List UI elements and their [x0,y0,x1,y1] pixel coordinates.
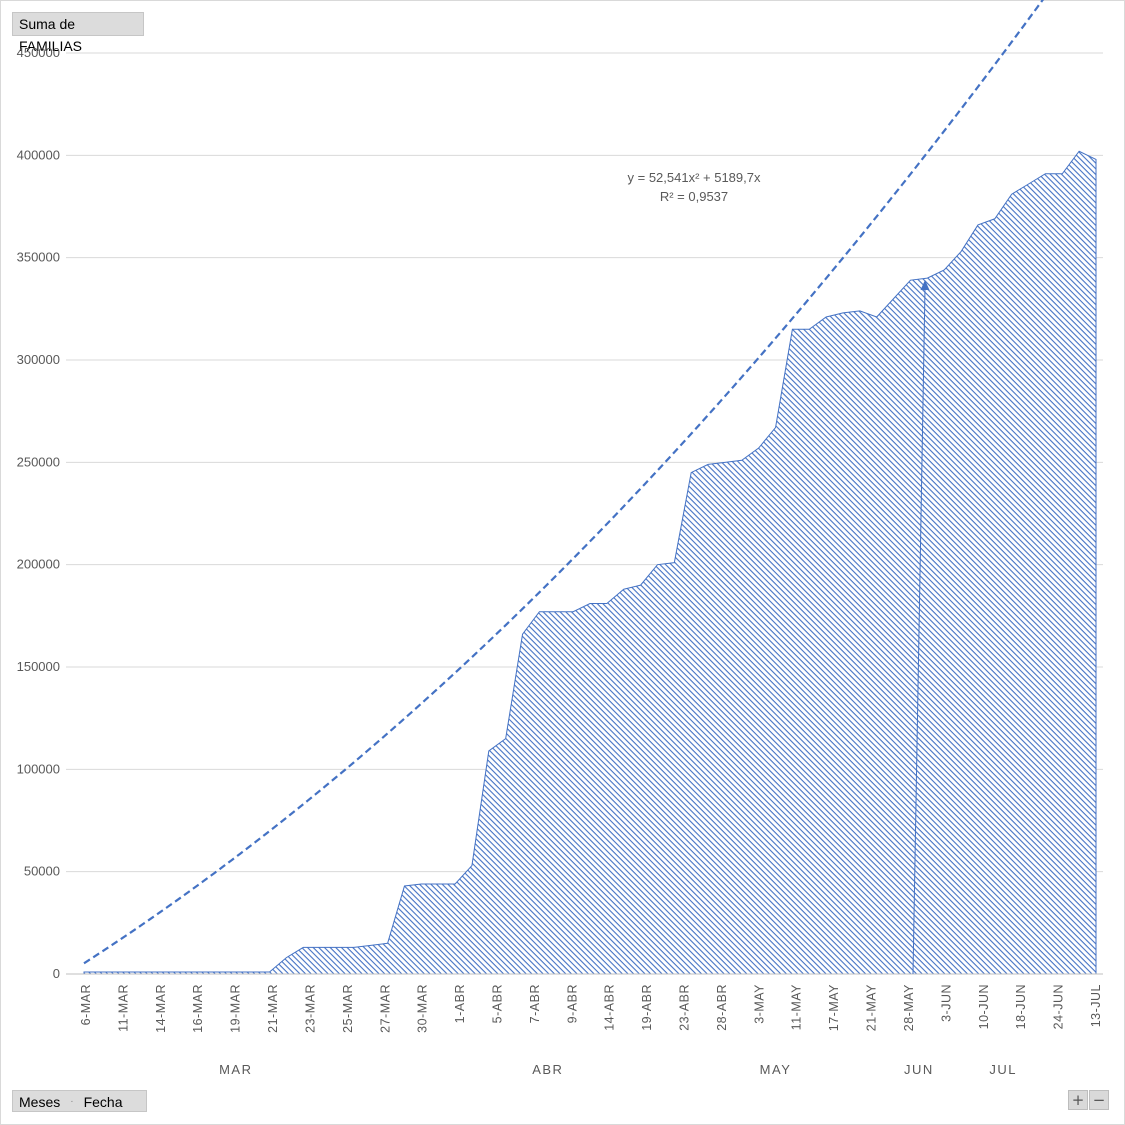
x-tick-label: 13-JUL [1089,984,1103,1027]
x-tick-label: 17-MAY [827,984,841,1031]
x-tick-label: 21-MAY [865,984,879,1031]
collapse-field-button[interactable]: − [1089,1090,1109,1110]
x-tick-label: 19-MAR [229,984,243,1033]
x-tick-label: 11-MAY [790,984,804,1030]
value-field-label: Suma de FAMILIAS [19,16,83,54]
x-tick-label: 30-MAR [416,984,430,1033]
y-tick-label: 0 [53,966,60,981]
annotation-arrow [912,287,926,975]
x-tick-label: 7-ABR [528,984,542,1023]
x-tick-label: 3-MAY [752,984,766,1024]
y-tick-label: 400000 [17,147,60,162]
x-tick-label: 10-JUN [977,984,991,1029]
x-tick-label: 14-MAR [154,984,168,1033]
x-tick-label: 11-MAR [116,984,130,1032]
x-tick-label: 14-ABR [603,984,617,1031]
x-tick-label: 25-MAR [341,984,355,1033]
x-tick-label: 3-JUN [939,984,953,1022]
trendline-r-squared: R² = 0,9537 [660,189,728,204]
x-tick-label: 24-JUN [1052,984,1066,1029]
x-tick-label: 28-MAY [902,984,916,1031]
y-tick-label: 350000 [17,250,60,265]
x-tick-label: 28-ABR [715,984,729,1031]
y-tick-label: 450000 [17,45,60,60]
x-tick-label: 1-ABR [453,984,467,1023]
plus-icon: + [1071,1091,1085,1109]
x-tick-label: 19-ABR [640,984,654,1031]
month-label: JUL [989,1062,1017,1077]
x-tick-label: 21-MAR [266,984,280,1033]
expand-field-button[interactable]: + [1068,1090,1088,1110]
x-tick-label: 23-ABR [678,984,692,1031]
axis-field-meses[interactable]: Meses [19,1094,61,1110]
x-tick-label: 6-MAR [79,984,93,1025]
axis-field-separator: · [70,1096,74,1107]
y-tick-label: 100000 [17,761,60,776]
month-label: ABR [532,1062,563,1077]
y-tick-label: 50000 [24,864,60,879]
y-tick-label: 250000 [17,454,60,469]
trendline [83,0,1044,965]
trendline-equation: y = 52,541x² + 5189,7x [628,170,761,185]
month-label: MAR [219,1062,252,1077]
value-field-button[interactable]: Suma de FAMILIAS [12,12,144,54]
month-label: MAY [760,1062,792,1077]
x-tick-label: 5-ABR [490,984,504,1023]
axis-field-fecha[interactable]: Fecha [83,1094,123,1110]
area-series [83,150,1097,975]
x-tick-label: 16-MAR [191,984,205,1033]
x-tick-label: 23-MAR [303,984,317,1033]
y-tick-label: 300000 [17,352,60,367]
y-tick-label: 200000 [17,557,60,572]
x-tick-label: 27-MAR [378,984,392,1033]
month-label: JUN [904,1062,934,1077]
x-tick-label: 9-ABR [565,984,579,1023]
axis-fields-button[interactable]: Meses · Fecha [12,1090,147,1112]
minus-icon: − [1092,1091,1106,1109]
x-tick-label: 18-JUN [1014,984,1028,1029]
y-tick-label: 150000 [17,659,60,674]
arrow-head-icon [920,280,930,290]
